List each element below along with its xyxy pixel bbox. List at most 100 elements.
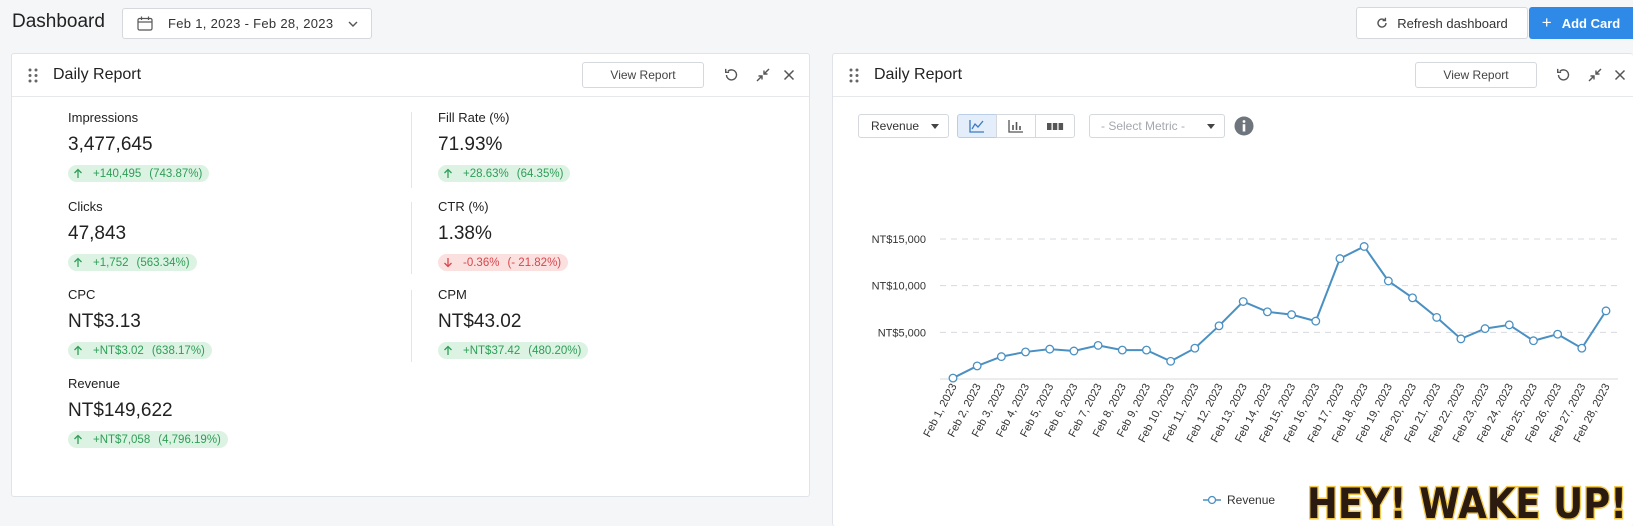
y-tick-label: NT$10,000 (872, 281, 926, 293)
data-point[interactable] (1166, 356, 1176, 366)
legend-line-icon (1203, 495, 1221, 505)
data-point[interactable] (1528, 336, 1538, 346)
card-header: Daily Report View Report (12, 54, 809, 97)
drag-handle-icon[interactable] (849, 68, 859, 83)
data-point[interactable] (1504, 320, 1514, 330)
metric-label: Clicks (68, 199, 103, 214)
metric-delta-badge: +28.63% (64.35%) (438, 165, 571, 182)
metric-clicks: Clicks 47,843 +1,752 (563.34%) (68, 199, 197, 273)
metric-label: CPM (438, 287, 467, 302)
metric-value: NT$149,622 (68, 400, 173, 421)
date-range-picker[interactable]: Feb 1, 2023 - Feb 28, 2023 (122, 8, 372, 39)
table-icon (1047, 123, 1064, 130)
data-point[interactable] (1021, 347, 1031, 357)
data-point[interactable] (1238, 297, 1248, 306)
table-view-button[interactable] (1035, 114, 1075, 138)
line-chart-button[interactable] (957, 114, 997, 138)
metric-delta-value: +NT$37.42 (463, 344, 521, 357)
collapse-icon[interactable] (1587, 67, 1603, 83)
metric-ctr: CTR (%) 1.38% -0.36% (- 21.82%) (438, 199, 569, 273)
metric-delta-badge: +NT$7,058 (4,796.19%) (68, 431, 228, 448)
data-point[interactable] (1335, 254, 1345, 264)
metric-delta-value: +140,495 (93, 167, 142, 180)
metric-value: 1.38% (438, 223, 492, 244)
metric-delta-value: +NT$7,058 (93, 433, 151, 446)
metric-delta-badge: -0.36% (- 21.82%) (438, 254, 569, 271)
metric-delta-value: +NT$3.02 (93, 344, 144, 357)
data-point[interactable] (1432, 312, 1442, 322)
daily-report-card-left: Daily Report View Report Impressions 3,47… (11, 53, 810, 497)
data-point[interactable] (1553, 329, 1563, 339)
metric-label: Revenue (68, 376, 121, 391)
close-icon[interactable] (781, 67, 797, 83)
metric-fill-rate: Fill Rate (%) 71.93% +28.63% (64.35%) (438, 110, 571, 184)
refresh-dashboard-button[interactable]: Refresh dashboard (1356, 7, 1528, 39)
data-point[interactable] (1069, 346, 1079, 356)
metric-delta-percent: (4,796.19%) (158, 433, 221, 446)
data-point[interactable] (996, 352, 1006, 362)
metric-delta-percent: (64.35%) (516, 167, 564, 180)
data-point[interactable] (1190, 343, 1200, 353)
view-report-button[interactable]: View Report (582, 62, 704, 88)
bar-chart-icon (1008, 120, 1023, 133)
collapse-icon[interactable] (755, 67, 771, 83)
metric-delta-value: +1,752 (93, 256, 129, 269)
select-metric-dropdown[interactable]: - Select Metric - (1089, 114, 1225, 138)
data-point[interactable] (1287, 310, 1297, 320)
data-point[interactable] (1117, 345, 1127, 355)
data-point[interactable] (1408, 293, 1417, 303)
line-chart-icon (969, 120, 984, 133)
reset-icon[interactable] (1555, 67, 1571, 83)
reset-icon[interactable] (723, 67, 739, 83)
data-point[interactable] (1045, 344, 1055, 354)
metric-delta-percent: (563.34%) (136, 256, 190, 269)
metric-value: 71.93% (438, 134, 503, 155)
page-title: Dashboard (12, 11, 105, 32)
data-point[interactable] (1480, 324, 1490, 334)
metric-delta-badge: +NT$37.42 (480.20%) (438, 342, 589, 359)
column-divider (411, 112, 412, 188)
series-line-revenue (952, 245, 1607, 379)
chart-legend[interactable]: Revenue (1203, 493, 1275, 507)
caret-down-icon (931, 124, 939, 129)
data-point[interactable] (1311, 316, 1321, 326)
data-point[interactable] (1142, 345, 1151, 355)
legend-label: Revenue (1227, 493, 1276, 507)
arrow-up-icon (74, 345, 82, 355)
metric-delta-percent: (638.17%) (151, 344, 205, 357)
date-range-text: Feb 1, 2023 - Feb 28, 2023 (168, 16, 334, 31)
plus-icon: + (1541, 13, 1552, 32)
caret-down-icon (1207, 124, 1215, 129)
metric-delta-badge: +NT$3.02 (638.17%) (68, 342, 212, 359)
bar-chart-button[interactable] (996, 114, 1036, 138)
metric-select-dropdown[interactable]: Revenue (858, 114, 949, 138)
metric-cpm: CPM NT$43.02 +NT$37.42 (480.20%) (438, 287, 589, 361)
metric-select-value: Revenue (871, 119, 920, 133)
card-title: Daily Report (874, 66, 963, 83)
metric-value: 47,843 (68, 223, 127, 244)
data-point[interactable] (948, 373, 958, 383)
add-card-button[interactable]: + Add Card (1529, 7, 1633, 39)
card-header: Daily Report View Report (833, 54, 1633, 97)
view-report-button[interactable]: View Report (1415, 62, 1537, 88)
add-card-label: Add Card (1561, 15, 1621, 31)
arrow-up-icon (74, 168, 82, 178)
data-point[interactable] (1601, 306, 1611, 316)
metric-delta-percent: (743.87%) (149, 167, 203, 180)
info-icon[interactable] (1234, 116, 1254, 136)
data-point[interactable] (1214, 321, 1224, 331)
metric-value: NT$3.13 (68, 311, 141, 332)
close-icon[interactable] (1612, 67, 1628, 83)
data-point[interactable] (1383, 276, 1393, 286)
data-point[interactable] (1577, 343, 1587, 353)
data-point[interactable] (1359, 242, 1369, 251)
metric-delta-percent: (- 21.82%) (507, 256, 562, 269)
data-point[interactable] (1456, 334, 1466, 344)
drag-handle-icon[interactable] (28, 68, 38, 83)
metric-value: NT$43.02 (438, 311, 522, 332)
data-point[interactable] (972, 361, 982, 371)
data-point[interactable] (1093, 340, 1103, 350)
svg-text:HEY! WAKE UP!: HEY! WAKE UP! (1307, 479, 1627, 526)
data-point[interactable] (1262, 307, 1272, 317)
